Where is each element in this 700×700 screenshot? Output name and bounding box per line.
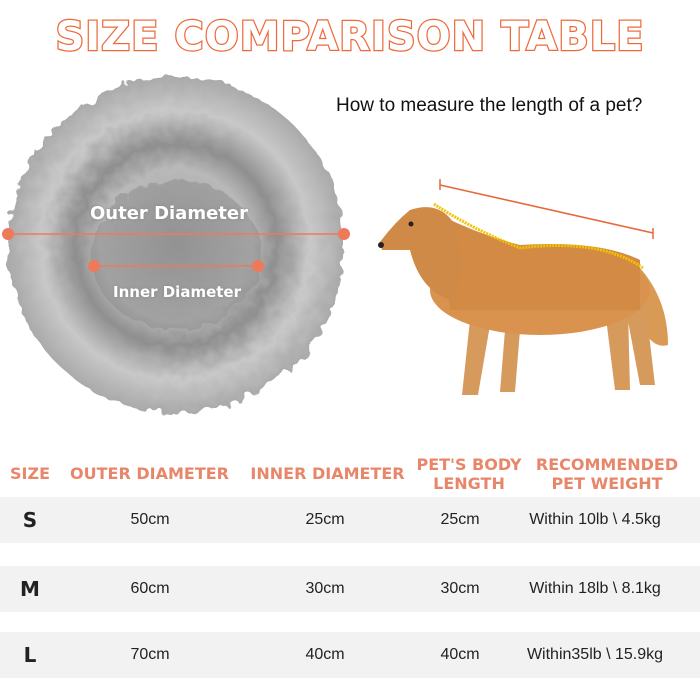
inner-diameter-label: Inner Diameter [113, 283, 241, 301]
table-row: S 50cm 25cm 25cm Within 10lb \ 4.5kg [0, 497, 700, 543]
inner-diameter-line [88, 260, 264, 272]
outer-diameter-label: Outer Diameter [90, 203, 248, 224]
measuring-tape [433, 202, 644, 270]
table-row: M 60cm 30cm 30cm Within 18lb \ 8.1kg [0, 566, 700, 612]
column-header: PET'S BODY LENGTH [416, 455, 522, 493]
dog-image [378, 207, 668, 395]
column-header: RECOMMENDED PET WEIGHT [535, 455, 679, 493]
pet-bed-image [8, 77, 344, 413]
table-cell: 40cm [440, 646, 480, 663]
table-cell: 25cm [305, 511, 345, 528]
table-cell: Within35lb \ 15.9kg [526, 646, 664, 663]
measure-question: How to measure the length of a pet? [336, 95, 643, 116]
table-cell: Within 18lb \ 8.1kg [529, 580, 661, 597]
illustration [2, 77, 668, 413]
table-cell: 40cm [305, 646, 345, 663]
column-header: SIZE [9, 464, 50, 483]
outer-diameter-line [2, 228, 350, 240]
table-cell: 30cm [305, 580, 345, 597]
table-cell: 30cm [440, 580, 480, 597]
table-cell: Within 10lb \ 4.5kg [529, 511, 661, 528]
size-cell: M [20, 577, 40, 601]
table-row: L 70cm 40cm 40cm Within35lb \ 15.9kg [0, 632, 700, 678]
column-header: OUTER DIAMETER [70, 464, 229, 483]
size-cell: L [23, 643, 37, 667]
table-cell: 50cm [130, 511, 170, 528]
table-cell: 60cm [130, 580, 170, 597]
body-length-line [439, 179, 654, 239]
page-title: SIZE COMPARISON TABLE [54, 13, 645, 62]
size-cell: S [22, 508, 38, 532]
column-header: INNER DIAMETER [250, 464, 405, 483]
table-cell: 25cm [440, 511, 480, 528]
table-cell: 70cm [130, 646, 170, 663]
